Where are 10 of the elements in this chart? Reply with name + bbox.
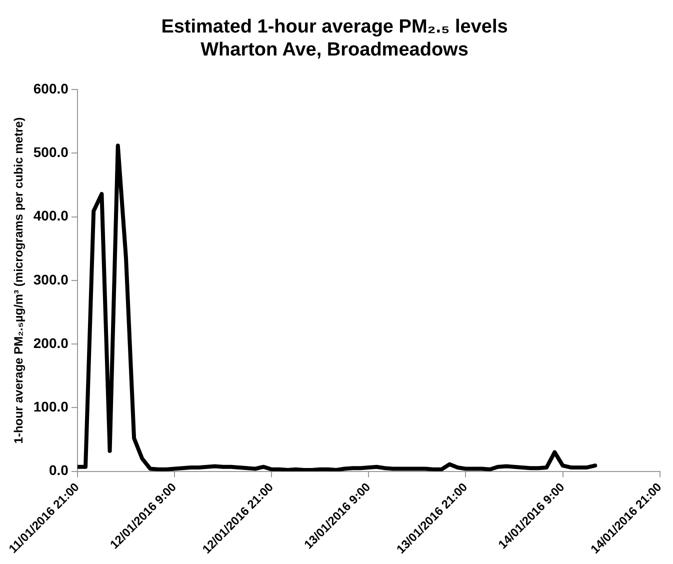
y-tick-label: 500.0 bbox=[33, 144, 69, 160]
y-tick-label: 400.0 bbox=[33, 208, 69, 224]
chart-subtitle: Wharton Ave, Broadmeadows bbox=[200, 39, 468, 60]
y-tick-label: 0.0 bbox=[48, 462, 69, 478]
y-tick-label: 100.0 bbox=[33, 398, 69, 415]
y-tick-label: 200.0 bbox=[33, 334, 69, 351]
chart-title: Estimated 1-hour average PM₂.₅ levels bbox=[161, 16, 508, 38]
y-tick-label: 300.0 bbox=[33, 271, 69, 288]
y-tick-label: 600.0 bbox=[33, 80, 69, 96]
y-axis-title: 1-hour average PM₂.₅µg/m³ (micrograms per cubic metre) bbox=[12, 117, 26, 444]
